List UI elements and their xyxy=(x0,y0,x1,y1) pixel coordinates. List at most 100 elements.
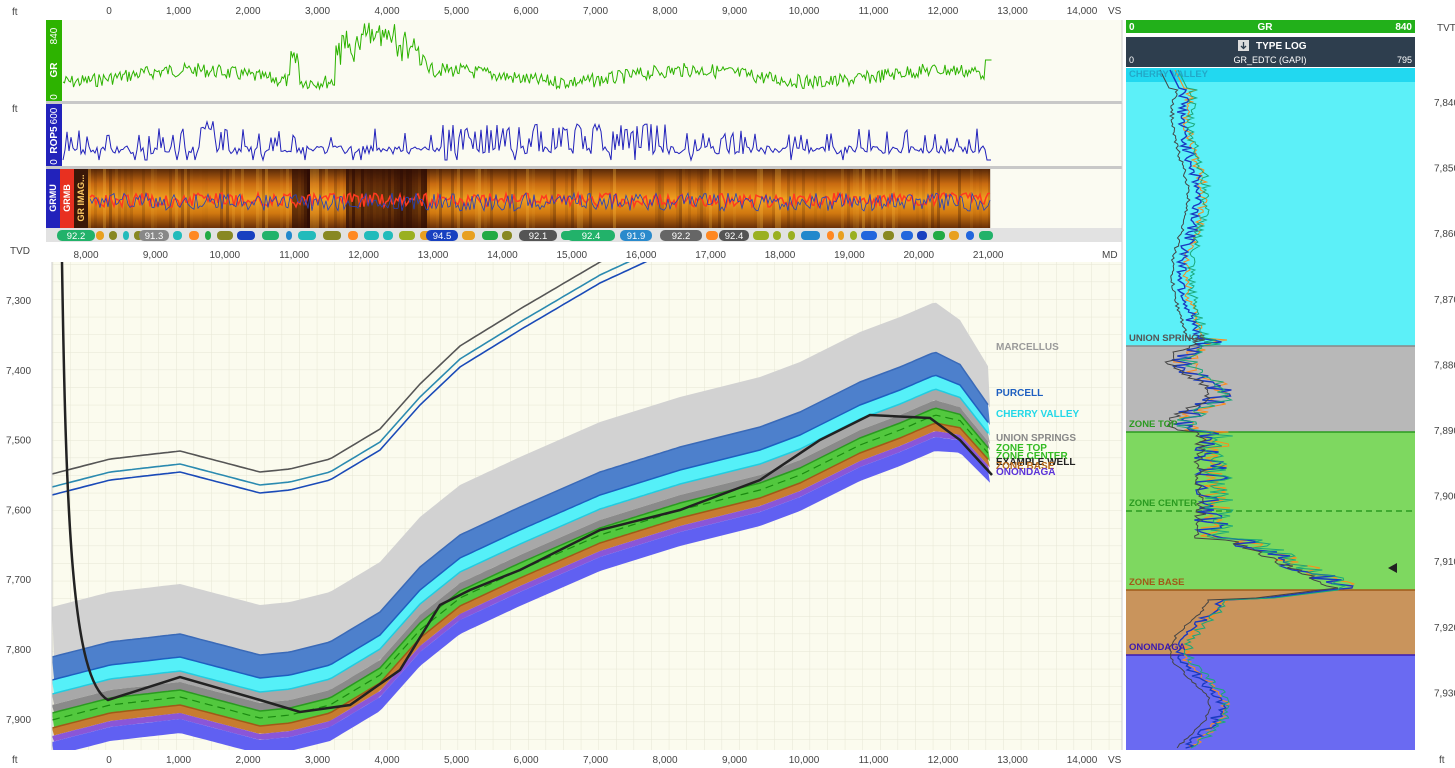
vs-tick-label: 9,000 xyxy=(722,755,747,766)
dip-badge[interactable] xyxy=(426,230,458,241)
dip-badge[interactable] xyxy=(753,231,769,240)
md-tick-label: 17,000 xyxy=(695,250,726,261)
dip-badge[interactable] xyxy=(96,231,104,240)
formation-label: ZONE CENTER xyxy=(996,451,1068,462)
dip-badge[interactable] xyxy=(519,230,557,241)
formation-band xyxy=(52,423,990,736)
dip-badge-strip[interactable]: 92.2 91.3 94.5 92.1 92.4 91.9 92.2 92.4 xyxy=(57,230,993,242)
rop-track[interactable]: 600 ROP5 0 xyxy=(46,104,1122,166)
tvd-tick-label: 7,900 xyxy=(6,715,31,726)
rop-track-max: 600 xyxy=(49,107,60,124)
rop-track-min: 0 xyxy=(49,159,60,165)
vs-tick-label: 0 xyxy=(106,6,112,17)
formation-band xyxy=(52,389,990,705)
md-tick-label: 21,000 xyxy=(973,250,1004,261)
md-tick-label: 11,000 xyxy=(279,250,309,261)
vs-axis-top: 0 1,000 2,000 3,000 4,000 5,000 6,000 7,000 8,00… xyxy=(106,6,1098,17)
dip-badge[interactable] xyxy=(827,231,834,240)
dip-badge[interactable] xyxy=(57,230,95,241)
vs-axis-bottom: 0 1,000 2,000 3,000 4,000 5,000 6,000 7,000 8,00… xyxy=(106,755,1098,766)
type-log-gr-max: 840 xyxy=(1395,22,1412,33)
units-right-top: TVT xyxy=(1437,23,1455,34)
md-axis-label: MD xyxy=(1102,250,1118,261)
md-tick-label: 18,000 xyxy=(765,250,796,261)
vs-tick-label: 1,000 xyxy=(166,755,191,766)
dip-badge[interactable] xyxy=(217,231,233,240)
dip-badge[interactable] xyxy=(286,231,292,240)
dip-badge[interactable] xyxy=(861,231,877,240)
dip-badge[interactable] xyxy=(348,231,358,240)
cross-section[interactable]: MARCELLUS PURCELL CHERRY VALLEY UNION SPRIN… xyxy=(52,193,1122,756)
dip-badge[interactable] xyxy=(298,231,316,240)
dip-badge[interactable] xyxy=(966,231,974,240)
md-tick-label: 9,000 xyxy=(143,250,168,261)
dip-badge[interactable] xyxy=(482,231,498,240)
dip-badge[interactable] xyxy=(123,231,129,240)
formation-label: CHERRY VALLEY xyxy=(996,409,1079,420)
dip-badge[interactable] xyxy=(383,231,393,240)
formation-label: EXAMPLE WELL xyxy=(996,457,1075,468)
dip-badge[interactable] xyxy=(788,231,795,240)
tvd-axis-label: TVD xyxy=(10,246,30,257)
dip-badge[interactable] xyxy=(462,231,475,240)
type-log-title: TYPE LOG xyxy=(1256,41,1307,52)
dip-badge-label: 92.4 xyxy=(582,231,601,242)
dip-badge[interactable] xyxy=(139,230,169,241)
dip-badge[interactable] xyxy=(660,230,702,241)
dip-badge[interactable] xyxy=(850,231,857,240)
dip-badge[interactable] xyxy=(262,231,279,240)
type-log-zone xyxy=(1126,82,1415,346)
type-log-zone-label: ONONDAGA xyxy=(1129,642,1186,653)
dip-badge[interactable] xyxy=(979,231,993,240)
dip-badge[interactable] xyxy=(719,230,749,241)
dip-badge[interactable] xyxy=(205,231,211,240)
dip-badge[interactable] xyxy=(949,231,959,240)
well-path[interactable] xyxy=(60,262,993,714)
dip-badge[interactable] xyxy=(173,231,182,240)
dip-badge[interactable] xyxy=(773,231,781,240)
formation-label: ZONE TOP xyxy=(996,443,1047,454)
dip-badge[interactable] xyxy=(933,231,945,240)
dip-badge[interactable] xyxy=(567,230,615,241)
formation-boundary xyxy=(52,374,989,681)
dip-badge[interactable] xyxy=(706,231,718,240)
vs-tick-label: 11,000 xyxy=(859,6,889,17)
type-log-zone-label: CHERRY VALLEY xyxy=(1129,69,1209,80)
rop-track-name: ROP5 xyxy=(49,126,60,154)
tvt-tick-label: 7,850 xyxy=(1434,164,1455,175)
dip-badge[interactable] xyxy=(399,231,415,240)
vs-tick-label: 13,000 xyxy=(997,755,1028,766)
tvd-tick-label: 7,600 xyxy=(6,505,31,516)
current-depth-marker-icon[interactable] xyxy=(1388,563,1397,573)
type-log-gr-name: GR xyxy=(1258,22,1274,33)
dip-badge[interactable] xyxy=(502,231,512,240)
dip-badge[interactable] xyxy=(237,231,255,240)
dip-badge[interactable] xyxy=(917,231,927,240)
dip-badge[interactable] xyxy=(364,231,379,240)
dip-badge[interactable] xyxy=(109,231,117,240)
tvd-axis: 7,300 7,400 7,500 7,600 7,700 7,800 7,900 xyxy=(6,296,31,726)
dip-badge[interactable] xyxy=(838,231,844,240)
dip-badge[interactable] xyxy=(620,230,652,241)
image-label-grmb: GRMB xyxy=(62,184,72,212)
dip-badge[interactable] xyxy=(901,231,913,240)
type-log-gr-min: 0 xyxy=(1129,22,1135,33)
vs-tick-label: 4,000 xyxy=(374,755,399,766)
vs-tick-label: 12,000 xyxy=(928,755,959,766)
formation-label: UNION SPRINGS xyxy=(996,433,1076,444)
gr-track[interactable]: 840 GR 0 xyxy=(46,20,1122,101)
type-log-curve xyxy=(1172,69,1356,749)
image-blue-curve xyxy=(89,191,991,213)
md-tick-label: 14,000 xyxy=(487,250,518,261)
gr-track-min: 0 xyxy=(49,94,60,100)
tvt-tick-label: 7,920 xyxy=(1434,623,1455,634)
type-log-panel[interactable]: 0 GR 840 TYPE LOG 0 GR_EDTC (GAPI) 795 C… xyxy=(1126,20,1415,750)
gr-image-track[interactable]: GRMU GRMB GR IMAG... xyxy=(46,169,1122,228)
dip-badge[interactable] xyxy=(801,231,820,240)
dip-badge[interactable] xyxy=(189,231,199,240)
dip-badge[interactable] xyxy=(883,231,894,240)
type-log-zone-label: ZONE TOP xyxy=(1129,419,1178,430)
dip-badge[interactable] xyxy=(323,231,341,240)
type-log-curve-min: 0 xyxy=(1129,55,1134,65)
